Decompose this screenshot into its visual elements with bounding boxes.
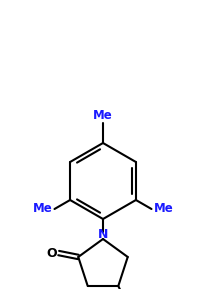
Text: O: O: [46, 247, 56, 260]
Text: Me: Me: [93, 109, 112, 122]
Text: Me: Me: [33, 203, 52, 216]
Text: N: N: [97, 229, 108, 242]
Text: Me: Me: [153, 203, 172, 216]
